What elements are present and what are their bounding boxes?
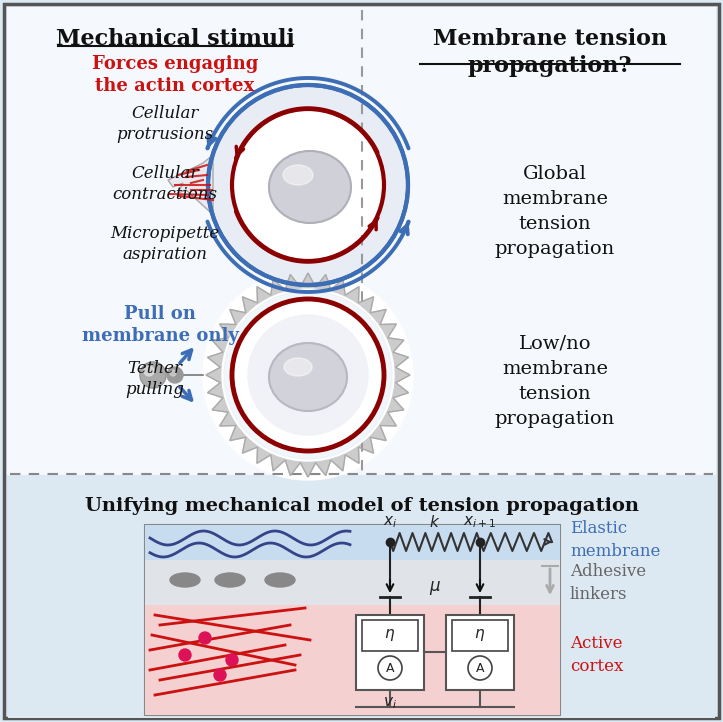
Text: Cellular
contractions: Cellular contractions [113, 165, 218, 203]
Text: A: A [476, 661, 484, 674]
Polygon shape [206, 273, 410, 477]
Text: Pull on
membrane only: Pull on membrane only [82, 305, 239, 345]
Text: $x_i$: $x_i$ [383, 514, 397, 530]
Bar [145, 560, 355, 605]
Circle shape [468, 656, 492, 680]
Text: Active
cortex: Active cortex [570, 635, 623, 674]
Ellipse shape [283, 165, 313, 185]
Circle shape [378, 656, 402, 680]
Circle shape [208, 85, 408, 285]
Circle shape [140, 362, 166, 388]
Text: $\eta$: $\eta$ [474, 627, 486, 643]
Text: Unifying mechanical model of tension propagation: Unifying mechanical model of tension pro… [85, 497, 639, 515]
Circle shape [144, 366, 154, 376]
Bar [356, 615, 424, 690]
Text: Cellular
protrusions: Cellular protrusions [116, 105, 213, 143]
Circle shape [167, 367, 183, 383]
Text: Mechanical stimuli: Mechanical stimuli [56, 28, 294, 50]
Ellipse shape [170, 573, 200, 587]
Text: A: A [386, 661, 394, 674]
Bar [145, 605, 355, 715]
Bar [452, 620, 508, 651]
Bar [145, 525, 560, 715]
Circle shape [209, 86, 407, 284]
Text: Global
membrane
tension
propagation: Global membrane tension propagation [495, 165, 615, 258]
Text: $\mu$: $\mu$ [429, 579, 441, 597]
Circle shape [199, 632, 211, 644]
Bar [145, 525, 355, 560]
Polygon shape [168, 155, 213, 215]
Ellipse shape [269, 343, 347, 411]
Text: Adhesive
linkers: Adhesive linkers [570, 563, 646, 603]
Circle shape [203, 270, 413, 480]
Circle shape [170, 370, 176, 376]
Bar [7, 7, 716, 475]
Bar [362, 620, 418, 651]
Ellipse shape [215, 573, 245, 587]
Circle shape [179, 649, 191, 661]
Bar [8, 480, 715, 718]
Circle shape [226, 654, 238, 666]
Circle shape [234, 111, 382, 259]
Text: $k$: $k$ [429, 514, 440, 530]
Ellipse shape [265, 573, 295, 587]
Text: Membrane tension
propagation?: Membrane tension propagation? [433, 28, 667, 77]
Circle shape [214, 669, 226, 681]
Text: Micropipette
aspiration: Micropipette aspiration [111, 225, 220, 263]
Text: Low/no
membrane
tension
propagation: Low/no membrane tension propagation [495, 335, 615, 428]
Text: $v_i$: $v_i$ [383, 695, 397, 710]
Circle shape [248, 315, 368, 435]
Text: Elastic
membrane: Elastic membrane [570, 521, 660, 560]
Circle shape [223, 100, 393, 270]
Text: Forces engaging
the actin cortex: Forces engaging the actin cortex [92, 55, 258, 95]
Bar [355, 560, 560, 605]
Circle shape [222, 289, 394, 461]
Circle shape [210, 87, 406, 283]
Circle shape [234, 301, 382, 449]
Bar [446, 615, 514, 690]
Bar [355, 525, 560, 560]
Circle shape [236, 303, 380, 447]
FancyBboxPatch shape [4, 4, 719, 718]
Text: $\eta$: $\eta$ [385, 627, 395, 643]
Circle shape [236, 113, 380, 257]
Ellipse shape [269, 151, 351, 223]
Circle shape [232, 109, 384, 261]
Circle shape [224, 291, 392, 459]
Ellipse shape [284, 358, 312, 376]
Text: $x_{i+1}$: $x_{i+1}$ [463, 514, 497, 530]
Text: Tether
pulling: Tether pulling [126, 360, 184, 398]
Bar [355, 605, 560, 715]
Circle shape [141, 363, 165, 387]
